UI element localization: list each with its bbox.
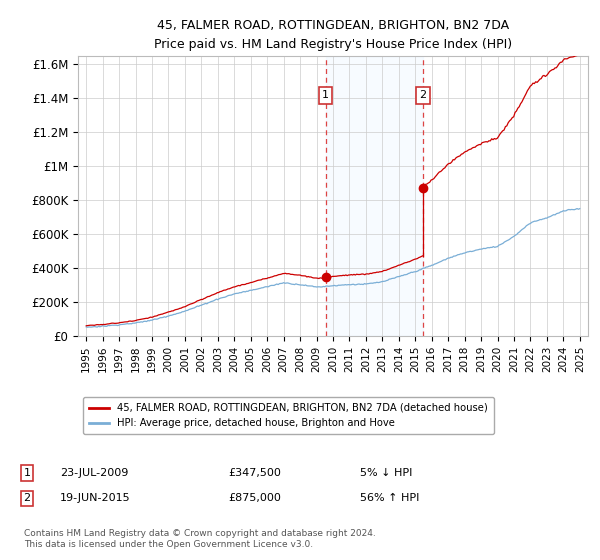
Text: 2: 2 — [419, 90, 427, 100]
Text: £347,500: £347,500 — [228, 468, 281, 478]
Title: 45, FALMER ROAD, ROTTINGDEAN, BRIGHTON, BN2 7DA
Price paid vs. HM Land Registry': 45, FALMER ROAD, ROTTINGDEAN, BRIGHTON, … — [154, 18, 512, 50]
Text: Contains HM Land Registry data © Crown copyright and database right 2024.
This d: Contains HM Land Registry data © Crown c… — [24, 529, 376, 549]
Legend: 45, FALMER ROAD, ROTTINGDEAN, BRIGHTON, BN2 7DA (detached house), HPI: Average p: 45, FALMER ROAD, ROTTINGDEAN, BRIGHTON, … — [83, 397, 494, 434]
Text: 19-JUN-2015: 19-JUN-2015 — [60, 493, 131, 503]
Text: 5% ↓ HPI: 5% ↓ HPI — [360, 468, 412, 478]
Text: 56% ↑ HPI: 56% ↑ HPI — [360, 493, 419, 503]
Text: £875,000: £875,000 — [228, 493, 281, 503]
Bar — [326, 56, 423, 336]
Text: 1: 1 — [23, 468, 31, 478]
Text: 2: 2 — [23, 493, 31, 503]
Text: 1: 1 — [322, 90, 329, 100]
Text: 23-JUL-2009: 23-JUL-2009 — [60, 468, 128, 478]
